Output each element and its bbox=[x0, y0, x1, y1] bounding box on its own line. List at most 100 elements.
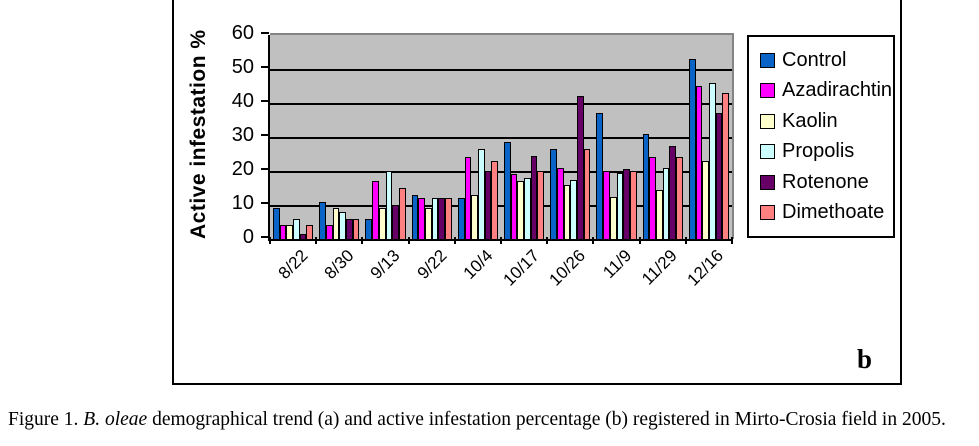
legend-label-azadirachtin: Azadirachtin bbox=[782, 79, 893, 102]
bar-azadirachtin-12-16 bbox=[695, 86, 703, 239]
y-axis-line bbox=[268, 35, 270, 239]
bar-control-11-29 bbox=[642, 133, 650, 239]
legend-swatch-propolis bbox=[760, 144, 775, 160]
bar-control-8-22 bbox=[273, 208, 280, 239]
y-tick-mark bbox=[261, 168, 269, 170]
legend-label-propolis: Propolis bbox=[782, 140, 855, 163]
bar-dimethoate-11-29 bbox=[676, 157, 683, 239]
y-tick-label-0: 0 bbox=[242, 226, 254, 248]
x-tick-label-9-13: 9/13 bbox=[367, 246, 404, 283]
y-tick-mark bbox=[261, 202, 269, 204]
gridline-10 bbox=[270, 205, 732, 207]
bar-rotenone-8-30 bbox=[345, 218, 353, 239]
x-tick-label-11-9: 11/9 bbox=[598, 246, 635, 282]
bar-propolis-10-26 bbox=[570, 179, 577, 239]
bar-kaolin-8-30 bbox=[332, 208, 340, 239]
bar-propolis-10-17 bbox=[524, 177, 531, 239]
legend-label-rotenone: Rotenone bbox=[782, 170, 869, 193]
legend-swatch-rotenone bbox=[760, 174, 775, 190]
bar-control-9-13 bbox=[365, 218, 373, 239]
bar-azadirachtin-10-4 bbox=[464, 157, 472, 239]
bar-dimethoate-8-22 bbox=[306, 225, 314, 239]
bar-propolis-9-13 bbox=[385, 171, 393, 239]
panel-label: b bbox=[857, 344, 873, 374]
bar-azadirachtin-11-29 bbox=[649, 157, 657, 239]
y-tick-mark bbox=[261, 100, 269, 102]
bar-kaolin-8-22 bbox=[286, 225, 294, 239]
y-tick-mark bbox=[261, 32, 269, 34]
bar-dimethoate-9-22 bbox=[445, 198, 452, 239]
bar-azadirachtin-9-13 bbox=[372, 181, 379, 239]
bar-azadirachtin-8-30 bbox=[325, 225, 333, 239]
y-tick-mark bbox=[261, 236, 269, 238]
bar-propolis-11-29 bbox=[662, 167, 670, 239]
caption-species: B. oleae bbox=[83, 409, 148, 430]
bar-kaolin-11-29 bbox=[656, 189, 663, 239]
bar-control-10-4 bbox=[457, 198, 465, 239]
bar-propolis-11-9 bbox=[616, 172, 624, 239]
chart-panel: Active infestation % 0 10 20 30 40 50 60 8/22 8… bbox=[172, 0, 902, 385]
figure-caption: Figure 1. B. oleae demographical trend (… bbox=[8, 409, 976, 431]
y-tick-label-50: 50 bbox=[231, 56, 254, 78]
bar-propolis-8-22 bbox=[293, 218, 300, 239]
bar-rotenone-12-16 bbox=[715, 113, 723, 239]
gridline-40 bbox=[270, 103, 732, 105]
bar-kaolin-9-22 bbox=[425, 208, 432, 239]
legend-item-kaolin: Kaolin bbox=[760, 110, 891, 133]
legend: Control Azadirachtin Kaolin Propolis Rotenon… bbox=[747, 35, 895, 238]
bar-rotenone-10-17 bbox=[530, 155, 538, 239]
x-tick-label-11-29: 11/29 bbox=[638, 246, 682, 289]
legend-label-control: Control bbox=[782, 48, 847, 71]
legend-item-dimethoate: Dimethoate bbox=[760, 201, 891, 224]
bar-control-11-9 bbox=[596, 113, 604, 239]
x-tick-label-8-22: 8/22 bbox=[274, 246, 312, 283]
y-tick-mark bbox=[261, 66, 269, 68]
bar-propolis-8-30 bbox=[339, 211, 346, 239]
bar-kaolin-11-9 bbox=[609, 196, 617, 239]
gridline-30 bbox=[270, 137, 732, 139]
bar-group-9-13 bbox=[362, 35, 408, 239]
bar-kaolin-12-16 bbox=[702, 160, 709, 239]
legend-item-propolis: Propolis bbox=[760, 140, 891, 163]
bar-dimethoate-10-4 bbox=[491, 160, 498, 239]
bar-azadirachtin-9-22 bbox=[418, 198, 426, 239]
bar-azadirachtin-10-26 bbox=[556, 167, 564, 239]
bar-propolis-10-4 bbox=[477, 148, 485, 239]
bar-rotenone-10-26 bbox=[577, 96, 584, 239]
bar-group-11-9 bbox=[593, 35, 639, 239]
bar-control-12-16 bbox=[688, 58, 696, 239]
gridline-20 bbox=[270, 171, 732, 173]
y-tick-label-20: 20 bbox=[231, 158, 254, 180]
bar-azadirachtin-8-22 bbox=[279, 225, 287, 239]
bar-control-10-26 bbox=[550, 148, 557, 239]
bar-dimethoate-8-30 bbox=[352, 218, 360, 239]
x-tick-label-8-30: 8/30 bbox=[320, 246, 358, 283]
x-tick-label-10-26: 10/26 bbox=[545, 246, 589, 290]
bar-rotenone-9-13 bbox=[392, 205, 399, 239]
plot-area bbox=[268, 33, 734, 241]
x-axis-labels: 8/22 8/30 9/13 9/22 10/4 10/17 10/26 11/9 11/29 1… bbox=[270, 246, 732, 326]
caption-rest: demographical trend (a) and active infes… bbox=[147, 409, 946, 430]
bar-group-12-16 bbox=[686, 35, 732, 239]
bar-dimethoate-11-9 bbox=[629, 171, 637, 239]
bar-group-9-22 bbox=[409, 35, 455, 239]
x-tick-label-9-22: 9/22 bbox=[413, 246, 451, 283]
x-tick-label-10-4: 10/4 bbox=[459, 246, 497, 283]
legend-swatch-dimethoate bbox=[760, 205, 775, 221]
bar-control-9-22 bbox=[411, 194, 419, 239]
y-tick-label-60: 60 bbox=[231, 22, 254, 44]
bar-azadirachtin-11-9 bbox=[603, 171, 610, 239]
bar-rotenone-11-29 bbox=[669, 145, 677, 239]
x-tick-label-10-17: 10/17 bbox=[499, 246, 543, 290]
bar-dimethoate-12-16 bbox=[722, 92, 729, 239]
legend-item-control: Control bbox=[760, 49, 891, 72]
legend-item-rotenone: Rotenone bbox=[760, 171, 891, 194]
bar-group-11-29 bbox=[640, 35, 686, 239]
bar-kaolin-10-4 bbox=[471, 194, 478, 239]
bar-dimethoate-10-17 bbox=[537, 171, 545, 239]
legend-swatch-azadirachtin bbox=[760, 83, 775, 99]
gridline-50 bbox=[270, 69, 732, 71]
x-axis-line bbox=[268, 239, 732, 241]
y-tick-label-10: 10 bbox=[231, 192, 254, 214]
